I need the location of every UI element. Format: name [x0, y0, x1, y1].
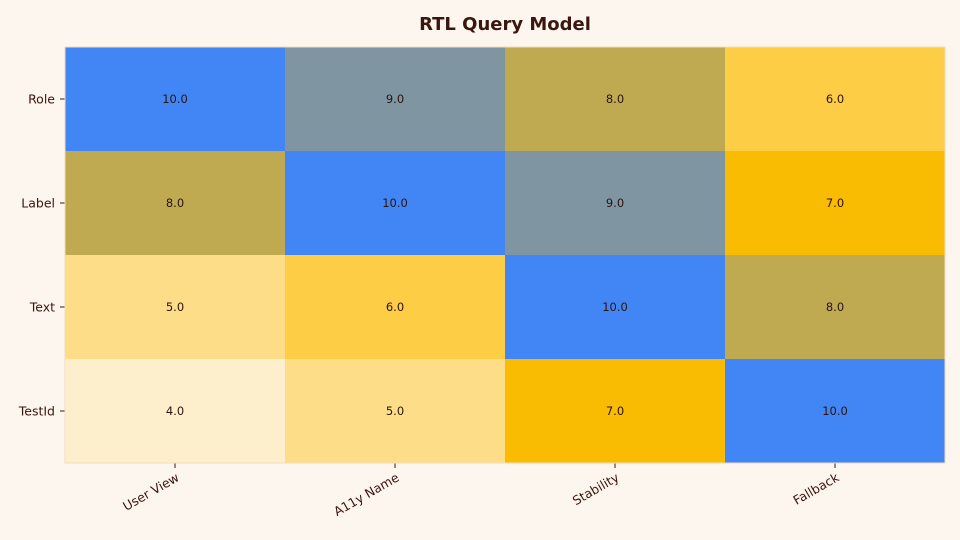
y-tick-label-3: Text — [29, 300, 55, 315]
heatmap-cell-1-2 — [285, 47, 506, 152]
x-tick-label-4: Fallback — [790, 469, 842, 508]
y-tick-label-4: TestId — [18, 404, 55, 419]
heatmap-cell-2-2 — [285, 151, 506, 256]
heatmap-cell-4-1 — [65, 359, 286, 464]
heatmap-cell-3-4 — [725, 255, 946, 360]
cell-value-label-4-1: 4.0 — [166, 404, 184, 418]
cell-value-label-2-1: 8.0 — [166, 196, 184, 210]
heatmap-cell-2-3 — [505, 151, 726, 256]
heatmap-cell-4-2 — [285, 359, 506, 464]
y-tick-label-1: Role — [28, 92, 55, 107]
heatmap-cell-1-4 — [725, 47, 946, 152]
x-axis: User View A11y Name Stability Fallback — [120, 463, 842, 519]
plot-frame — [64, 46, 946, 464]
x-tick-label-2: A11y Name — [331, 469, 402, 518]
y-tick-label-2: Label — [21, 196, 55, 211]
cell-value-label-4-2: 5.0 — [386, 404, 404, 418]
cell-value-label-2-3: 9.0 — [606, 196, 624, 210]
heatmap-cell-1-3 — [505, 47, 726, 152]
cell-value-label-4-4: 10.0 — [822, 404, 848, 418]
heatmap-cell-3-1 — [65, 255, 286, 360]
cell-value-label-4-3: 7.0 — [606, 404, 624, 418]
heatmap-cell-4-4 — [725, 359, 946, 464]
y-axis: Role Label Text TestId — [18, 92, 65, 419]
cell-value-label-1-4: 6.0 — [826, 92, 844, 106]
cell-value-label-1-3: 8.0 — [606, 92, 624, 106]
cell-value-label-3-4: 8.0 — [826, 300, 844, 314]
heatmap-cell-2-1 — [65, 151, 286, 256]
cell-value-label-3-3: 10.0 — [602, 300, 628, 314]
heatmap-cell-labels: 10.0 9.0 8.0 6.0 8.0 10.0 9.0 7.0 5.0 6.0 10.0 8.0 4… — [162, 92, 848, 418]
heatmap-cell-4-3 — [505, 359, 726, 464]
cell-value-label-1-2: 9.0 — [386, 92, 404, 106]
cell-value-label-3-2: 6.0 — [386, 300, 404, 314]
heatmap-cells — [65, 47, 946, 464]
chart-title: RTL Query Model — [419, 14, 591, 35]
x-tick-label-3: Stability — [570, 469, 622, 508]
x-tick-label-1: User View — [120, 470, 181, 514]
cell-value-label-2-4: 7.0 — [826, 196, 844, 210]
heatmap-cell-3-3 — [505, 255, 726, 360]
cell-value-label-2-2: 10.0 — [382, 196, 408, 210]
heatmap-cell-3-2 — [285, 255, 506, 360]
heatmap-cell-2-4 — [725, 151, 946, 256]
heatmap-cell-1-1 — [65, 47, 286, 152]
cell-value-label-3-1: 5.0 — [166, 300, 184, 314]
cell-value-label-1-1: 10.0 — [162, 92, 188, 106]
